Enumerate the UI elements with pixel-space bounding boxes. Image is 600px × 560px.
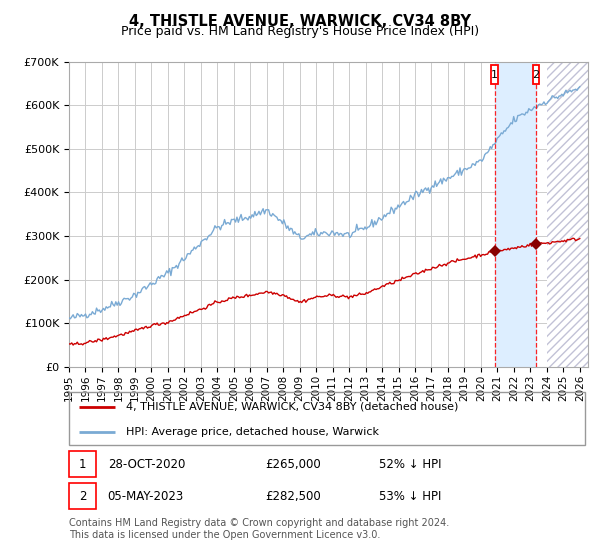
Text: £282,500: £282,500 <box>265 490 321 503</box>
Text: 1: 1 <box>491 69 498 80</box>
Bar <box>547 62 588 367</box>
Text: 52% ↓ HPI: 52% ↓ HPI <box>379 458 441 470</box>
Bar <box>547 62 588 367</box>
FancyBboxPatch shape <box>69 451 96 477</box>
Text: 05-MAY-2023: 05-MAY-2023 <box>108 490 184 503</box>
Text: 4, THISTLE AVENUE, WARWICK, CV34 8BY: 4, THISTLE AVENUE, WARWICK, CV34 8BY <box>129 14 471 29</box>
Text: 4, THISTLE AVENUE, WARWICK, CV34 8BY (detached house): 4, THISTLE AVENUE, WARWICK, CV34 8BY (de… <box>126 402 458 412</box>
FancyBboxPatch shape <box>533 64 539 85</box>
FancyBboxPatch shape <box>491 64 498 85</box>
FancyBboxPatch shape <box>69 483 96 509</box>
Text: 1: 1 <box>79 458 86 470</box>
Text: 28-OCT-2020: 28-OCT-2020 <box>108 458 185 470</box>
Text: 53% ↓ HPI: 53% ↓ HPI <box>379 490 441 503</box>
Text: Contains HM Land Registry data © Crown copyright and database right 2024.
This d: Contains HM Land Registry data © Crown c… <box>69 518 449 540</box>
Text: Price paid vs. HM Land Registry's House Price Index (HPI): Price paid vs. HM Land Registry's House … <box>121 25 479 38</box>
Text: 2: 2 <box>533 69 539 80</box>
Text: 2: 2 <box>79 490 86 503</box>
Text: £265,000: £265,000 <box>265 458 321 470</box>
Text: HPI: Average price, detached house, Warwick: HPI: Average price, detached house, Warw… <box>126 427 379 437</box>
Bar <box>494 62 536 367</box>
